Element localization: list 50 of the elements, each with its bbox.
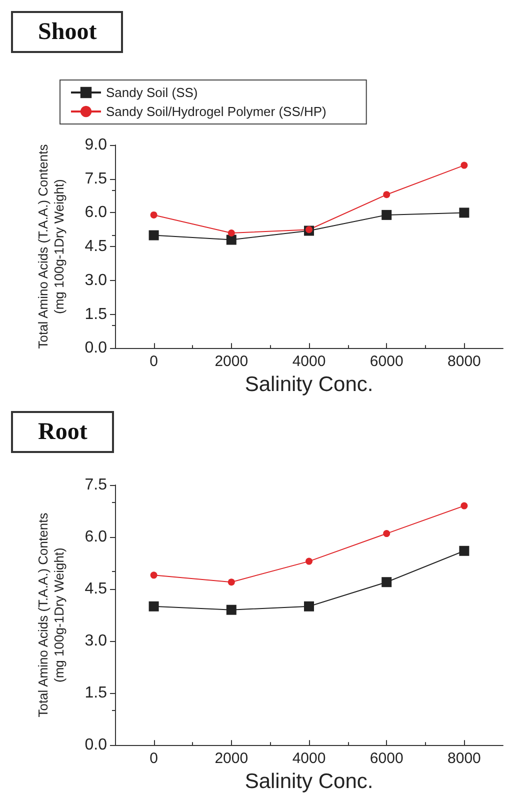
y-tick-label: 4.5	[84, 580, 108, 598]
point	[383, 530, 390, 538]
y-tick-label: 4.5	[84, 238, 108, 256]
point	[460, 502, 468, 510]
y-axis-title: Total Amino Acids (T.A.A.) Contents (mg 100g-1Dry Weight)	[36, 144, 66, 349]
y-tick-label: 6.0	[84, 204, 108, 222]
y-tick-label: 7.5	[84, 170, 108, 188]
point	[228, 230, 235, 237]
point	[459, 546, 470, 556]
y-tick-label: 3.0	[84, 632, 108, 650]
y-axis-title: Total Amino Acids (T.A.A.) Contents (mg 100g-1Dry Weight)	[36, 512, 66, 718]
y-tick-label: 3.0	[84, 272, 108, 289]
x-tick-label: 4000	[292, 750, 326, 768]
x-tick-label: 2000	[214, 353, 248, 370]
x-tick-label: 0	[150, 353, 158, 370]
point	[306, 558, 312, 565]
point	[148, 230, 159, 240]
x-tick-label: 0	[150, 750, 158, 768]
legend-label: Sandy Soil/Hydrogel Polymer (SS/HP)	[106, 104, 326, 119]
point	[459, 208, 470, 218]
point	[226, 234, 236, 245]
point	[382, 210, 392, 220]
y-tick-label: 9.0	[84, 136, 108, 154]
y-tick-label: 1.5	[84, 684, 108, 702]
point	[460, 162, 468, 169]
point	[150, 211, 158, 218]
point	[226, 604, 236, 615]
y-tick-label: 7.5	[84, 476, 108, 494]
y-tick-label: 0.0	[84, 340, 108, 357]
point	[306, 226, 312, 234]
x-tick-label: 6000	[370, 353, 404, 370]
x-tick-label: 2000	[214, 750, 248, 768]
y-tick-label: 1.5	[84, 306, 108, 323]
x-axis-title: Salinity Conc.	[244, 373, 374, 396]
point	[150, 572, 158, 579]
x-tick-label: 8000	[448, 750, 481, 768]
x-tick-label: 6000	[370, 750, 404, 768]
chart-title: Shoot	[38, 19, 97, 45]
point	[383, 191, 390, 198]
y-tick-label: 6.0	[84, 528, 108, 546]
point	[382, 577, 392, 588]
y-tick-label: 0.0	[84, 736, 108, 754]
legend-label: Sandy Soil (SS)	[106, 85, 198, 100]
point	[228, 578, 235, 586]
x-tick-label: 4000	[292, 353, 326, 370]
x-tick-label: 8000	[448, 353, 481, 370]
x-axis-title: Salinity Conc.	[244, 770, 374, 793]
point	[148, 601, 159, 612]
chart-title: Root	[38, 419, 88, 445]
point	[304, 601, 314, 612]
